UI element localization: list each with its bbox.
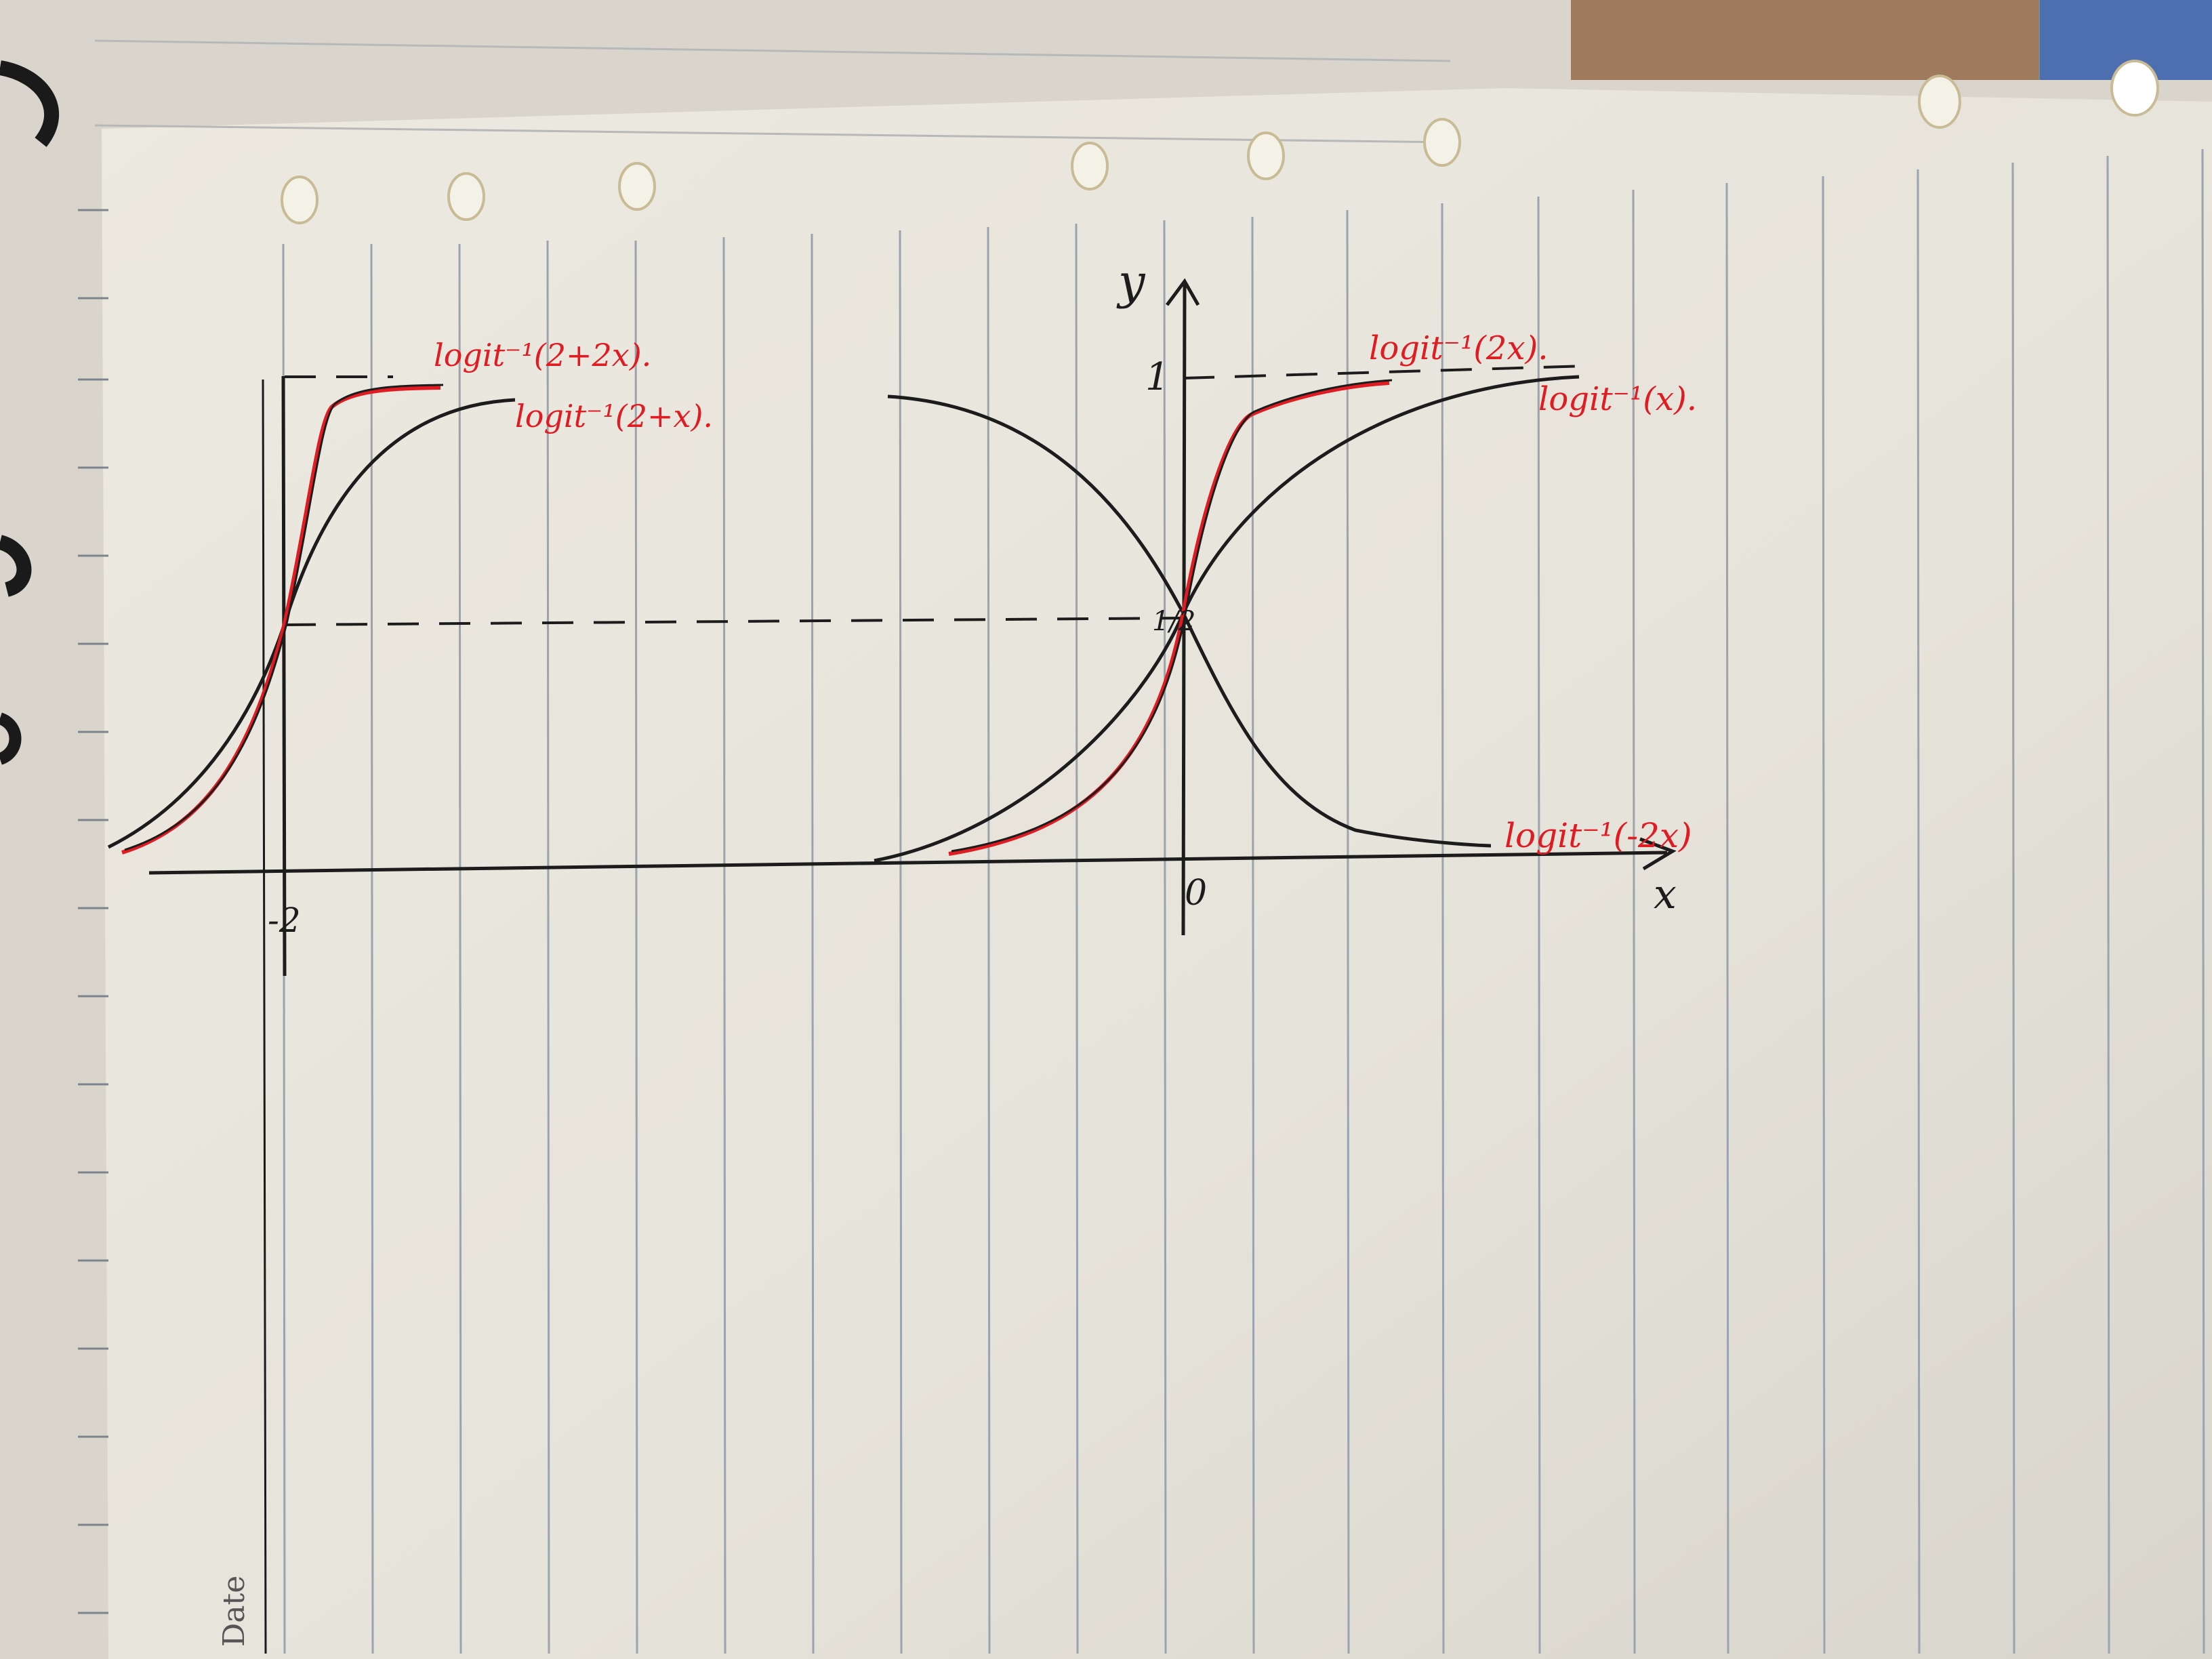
- curve-negative: [887, 394, 1492, 848]
- half-guide: [284, 617, 1184, 626]
- label-logit-x: logit⁻¹(x).: [1538, 380, 1697, 418]
- y-mid-tick-label: 1/2: [1152, 606, 1195, 637]
- guide-lines: [284, 365, 1586, 626]
- cardboard-corner: [1571, 0, 2039, 80]
- binder-ring: [0, 60, 60, 147]
- binder-ring: [0, 535, 32, 597]
- date-footer-label: Date: [217, 1576, 251, 1647]
- margin-line: [262, 379, 267, 1654]
- label-logit-2-plus-x: logit⁻¹(2+x).: [515, 398, 713, 434]
- origin-label: 0: [1185, 873, 1207, 914]
- label-logit-neg-2x: logit⁻¹(-2x): [1504, 816, 1692, 855]
- y-max-tick-label: 1: [1145, 355, 1170, 399]
- x-shift-tick-label: -2: [268, 901, 301, 940]
- x-axis-label: x: [1654, 871, 1677, 918]
- curve-shift-steep-ink: [124, 384, 444, 851]
- back-page-rule: [94, 39, 1451, 62]
- margin-ticks: [78, 209, 108, 1614]
- paper-sheet: [102, 88, 2212, 1659]
- binder-ring: [0, 712, 22, 765]
- one-guide-right: [1183, 365, 1586, 380]
- punch-holes: [281, 60, 2159, 224]
- x-axis-arrow: [1639, 837, 1677, 871]
- curve-steep-ink: [951, 379, 1393, 853]
- label-logit-2-plus-2x: logit⁻¹(2+2x).: [434, 337, 651, 373]
- label-logit-2x: logit⁻¹(2x).: [1369, 329, 1549, 367]
- y-axis-left: [281, 375, 287, 977]
- back-page-rule: [94, 124, 1451, 144]
- y-axis-arrow: [1165, 278, 1200, 306]
- rule-lines: [282, 148, 2205, 1654]
- y-axis-label: y: [1116, 254, 1146, 310]
- x-axis: [148, 851, 1668, 875]
